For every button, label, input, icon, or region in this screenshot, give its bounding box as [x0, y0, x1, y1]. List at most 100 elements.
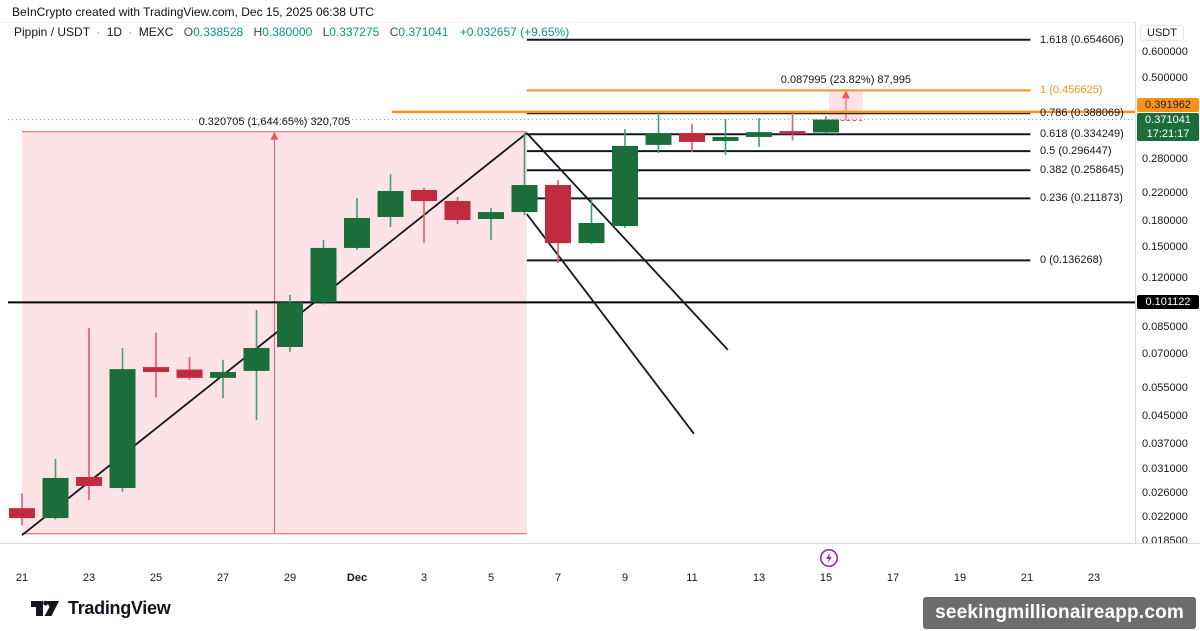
price-tick-0.500000: 0.500000 — [1142, 71, 1188, 84]
price-tick-0.120000: 0.120000 — [1142, 272, 1188, 285]
price-range-tool-small-arrow-head — [841, 90, 850, 99]
axis-currency-label[interactable]: USDT — [1140, 25, 1184, 41]
price-tick-0.150000: 0.150000 — [1142, 240, 1188, 253]
event-lightning-icon[interactable] — [818, 547, 840, 569]
high-label: H — [253, 25, 263, 39]
bar-countdown: 17:21:17 — [1146, 127, 1190, 140]
hline-price-value: 0.101122 — [1145, 296, 1191, 309]
candle-body-Nov-30[interactable] — [310, 247, 337, 303]
candle-body-Nov-27[interactable] — [210, 372, 236, 378]
legend-separator: · — [96, 25, 101, 39]
timeframe-label[interactable]: 1D — [106, 25, 123, 39]
time-tick-9: 9 — [621, 572, 629, 584]
candle-body-Dec-11[interactable] — [679, 133, 705, 142]
open-label: O — [183, 25, 194, 39]
candle-body-Dec-2[interactable] — [377, 190, 404, 217]
fib-label-0.236: 0.236 (0.211873) — [1040, 192, 1123, 205]
close-label: C — [389, 25, 399, 39]
tradingview-logo[interactable]: TradingView — [30, 597, 171, 619]
candle-body-Dec-14[interactable] — [779, 131, 806, 135]
time-tick-21: 21 — [1020, 572, 1034, 584]
price-axis[interactable]: USDT 0.600000 0.500000 0.280000 0.220000 0.1… — [1135, 22, 1200, 547]
time-tick-27: 27 — [216, 572, 230, 584]
range2-label: 0.087995 (23.82%) 87,995 — [780, 74, 912, 87]
close-value: 0.371041 — [398, 25, 449, 39]
candle-body-Nov-29[interactable] — [277, 302, 303, 348]
symbol-legend: Pippin / USDT · 1D · MEXC O0.338528 H0.3… — [14, 25, 569, 39]
price-tick-0.055000: 0.055000 — [1142, 381, 1188, 394]
fib-label-0.5: 0.5 (0.296447) — [1040, 145, 1112, 158]
candle-body-Dec-6[interactable] — [511, 184, 538, 213]
tradingview-logo-icon — [31, 600, 59, 616]
candle-body-Dec-3[interactable] — [411, 189, 437, 202]
descending-trendline-2[interactable] — [526, 213, 695, 435]
candle-body-Nov-25[interactable] — [143, 367, 169, 373]
time-tick-29: 29 — [283, 572, 297, 584]
fib-label-0.618: 0.618 (0.334249) — [1040, 128, 1124, 141]
hline-price-badge: 0.101122 — [1137, 295, 1199, 310]
low-value: 0.337275 — [329, 25, 380, 39]
candle-body-Nov-21[interactable] — [9, 508, 35, 519]
candle-body-Nov-28[interactable] — [243, 347, 270, 371]
candle-body-Dec-9[interactable] — [612, 145, 638, 227]
time-tick-17: 17 — [886, 572, 900, 584]
tradingview-logo-text: TradingView — [68, 597, 171, 618]
symbol-name[interactable]: Pippin / USDT — [14, 25, 91, 39]
exchange-label[interactable]: MEXC — [138, 25, 174, 39]
candle-body-Dec-4[interactable] — [444, 201, 471, 221]
price-range-tool-arrow-head — [270, 131, 279, 140]
time-tick-3: 3 — [420, 572, 428, 584]
price-tick-0.031000: 0.031000 — [1142, 462, 1188, 475]
fib-label-0.382: 0.382 (0.258645) — [1040, 164, 1124, 177]
footer-band: TradingView seekingmillionaireapp.com — [0, 590, 1200, 631]
time-tick-23: 23 — [1087, 572, 1101, 584]
price-tick-0.085000: 0.085000 — [1142, 320, 1188, 333]
time-tick-25: 25 — [149, 572, 163, 584]
low-label: L — [322, 25, 330, 39]
price-tick-0.280000: 0.280000 — [1142, 153, 1188, 166]
price-tick-0.180000: 0.180000 — [1142, 215, 1188, 228]
candle-body-Nov-23[interactable] — [76, 477, 102, 486]
candle-body-Dec-8[interactable] — [578, 223, 605, 244]
fib-label-0.786: 0.786 (0.388069) — [1040, 107, 1124, 120]
time-tick-7: 7 — [554, 572, 562, 584]
alert-price-value: 0.391962 — [1145, 98, 1191, 111]
time-tick-23: 23 — [82, 572, 96, 584]
candle-body-Nov-26[interactable] — [176, 369, 203, 378]
time-tick-5: 5 — [487, 572, 495, 584]
time-axis[interactable]: 21 23 25 27 29 Dec 3 5 7 9 11 13 15 17 19 21 23 — [0, 543, 1200, 592]
last-price-value: 0.371041 — [1145, 113, 1191, 126]
candle-body-Dec-10[interactable] — [645, 133, 672, 145]
candle-body-Dec-5[interactable] — [478, 212, 504, 220]
descending-trendline-1[interactable] — [526, 132, 729, 351]
price-tick-0.600000: 0.600000 — [1142, 46, 1188, 58]
price-tick-0.022000: 0.022000 — [1142, 510, 1188, 523]
time-tick-19: 19 — [953, 572, 967, 584]
candle-body-Dec-7[interactable] — [545, 184, 571, 244]
candle-body-Nov-24[interactable] — [109, 369, 136, 489]
last-price-badge: 0.371041 17:21:17 — [1137, 112, 1199, 141]
ascending-trendline[interactable] — [21, 132, 528, 536]
price-tick-0.026000: 0.026000 — [1142, 487, 1188, 500]
time-tick-Dec: Dec — [346, 572, 368, 584]
time-tick-13: 13 — [752, 572, 766, 584]
fib-label-0: 0 (0.136268) — [1040, 254, 1103, 267]
range1-label: 0.320705 (1,644.65%) 320,705 — [198, 115, 351, 128]
price-tick-0.220000: 0.220000 — [1142, 187, 1188, 200]
high-value: 0.380000 — [262, 25, 313, 39]
candle-body-Dec-15[interactable] — [813, 119, 839, 133]
candle-body-Dec-1[interactable] — [344, 217, 370, 248]
candle-body-Dec-12[interactable] — [712, 136, 739, 141]
legend-separator: · — [128, 25, 133, 39]
candle-body-Nov-22[interactable] — [42, 477, 69, 519]
attribution-bar: BeInCrypto created with TradingView.com,… — [0, 0, 1200, 23]
open-value: 0.338528 — [193, 25, 244, 39]
fib-label-1: 1 (0.456625) — [1040, 84, 1103, 97]
price-tick-0.045000: 0.045000 — [1142, 410, 1188, 423]
price-tick-0.037000: 0.037000 — [1142, 437, 1188, 450]
candle-body-Dec-13[interactable] — [746, 132, 772, 137]
time-tick-21: 21 — [15, 572, 29, 584]
change-value: +0.032657 (+9.65%) — [459, 25, 570, 39]
